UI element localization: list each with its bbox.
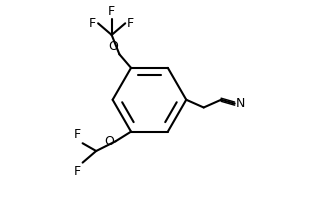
Text: F: F <box>127 17 134 30</box>
Text: O: O <box>109 40 118 53</box>
Text: F: F <box>74 165 81 178</box>
Text: N: N <box>236 97 245 110</box>
Text: F: F <box>108 5 115 17</box>
Text: O: O <box>105 135 114 148</box>
Text: F: F <box>89 17 96 30</box>
Text: F: F <box>74 128 81 141</box>
